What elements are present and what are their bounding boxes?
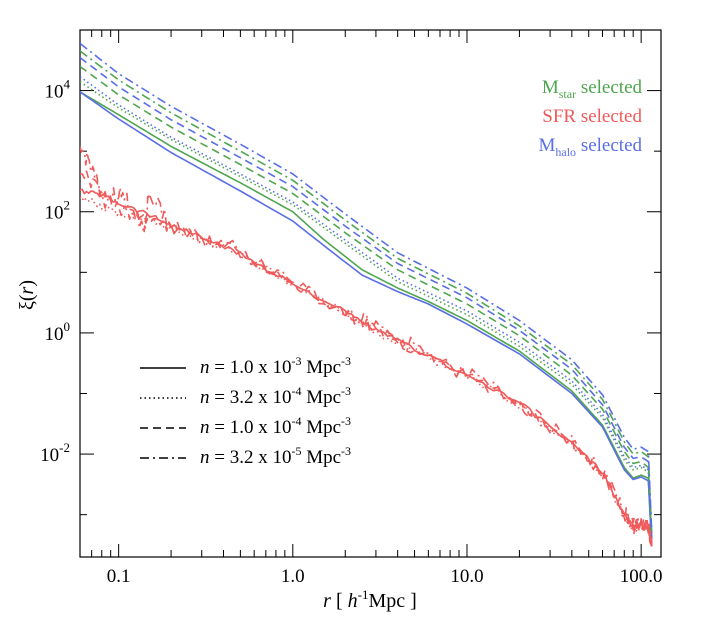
y-tick-label: 102	[45, 198, 71, 224]
selection-legend-entry: SFR selected	[542, 106, 642, 127]
series-line	[80, 81, 653, 539]
series-line	[80, 91, 653, 547]
series-line	[80, 56, 653, 539]
y-tick-labels: 10-2 100 102 104	[40, 77, 70, 466]
series-line	[80, 188, 653, 547]
density-legend-label: n = 3.2 x 10-4 Mpc-3	[200, 384, 351, 408]
density-legend-label: n = 3.2 x 10-5 Mpc-3	[200, 444, 351, 468]
series-line	[80, 75, 653, 539]
series-line	[80, 50, 653, 533]
curves-group	[80, 42, 653, 547]
series-line	[80, 42, 653, 533]
plot-frame	[79, 29, 662, 558]
y-axis-label: ξ(r)	[16, 280, 38, 310]
density-legend: n = 1.0 x 10-3 Mpc-3 n = 3.2 x 10-4 Mpc-3…	[140, 354, 351, 468]
selection-legend-entry: Mhalo selected	[538, 135, 642, 159]
series-line	[80, 170, 653, 547]
series-line	[80, 146, 653, 547]
axis-ticks	[79, 29, 661, 557]
x-tick-label: 100.0	[620, 566, 663, 587]
selection-legend-entry: Mstar selected	[542, 77, 643, 101]
x-tick-label: 10.0	[450, 566, 483, 587]
density-legend-label: n = 1.0 x 10-4 Mpc-3	[200, 414, 351, 438]
x-tick-label: 1.0	[281, 566, 305, 587]
series-line	[80, 65, 653, 539]
x-tick-label: 0.1	[107, 566, 131, 587]
x-tick-labels: 0.1 1.0 10.0 100.0	[107, 566, 663, 587]
selection-legend: Mstar selected SFR selected Mhalo selected	[538, 77, 642, 159]
y-tick-label: 104	[45, 77, 71, 103]
series-line	[80, 196, 653, 547]
x-axis-label: r [ h-1Mpc ]	[323, 587, 417, 612]
y-tick-label: 100	[45, 319, 71, 345]
series-line	[80, 91, 653, 547]
density-legend-label: n = 1.0 x 10-3 Mpc-3	[200, 354, 351, 378]
y-tick-label: 10-2	[40, 440, 70, 466]
